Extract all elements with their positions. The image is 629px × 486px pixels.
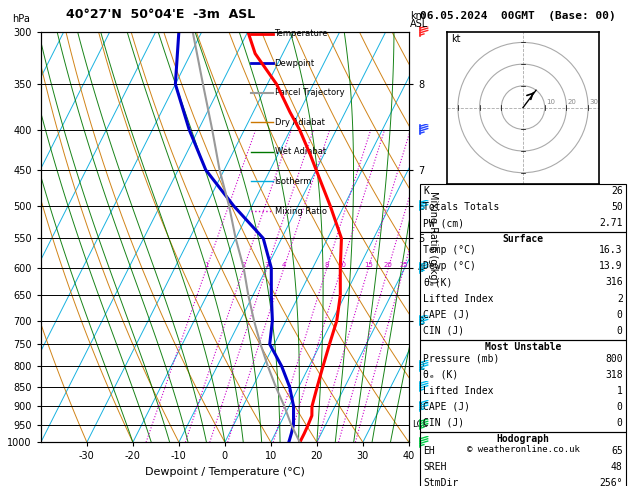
Text: 10: 10 (337, 262, 346, 268)
Text: Hodograph: Hodograph (496, 434, 550, 444)
Text: LCL: LCL (413, 420, 428, 429)
Text: Pressure (mb): Pressure (mb) (423, 354, 499, 364)
Text: 65: 65 (611, 446, 623, 456)
Text: SREH: SREH (423, 462, 447, 472)
Text: ASL: ASL (410, 19, 428, 29)
Text: Dewp (°C): Dewp (°C) (423, 261, 476, 272)
Text: CAPE (J): CAPE (J) (423, 310, 470, 320)
Text: 48: 48 (611, 462, 623, 472)
Text: 16.3: 16.3 (599, 245, 623, 256)
Text: km: km (410, 11, 425, 21)
Text: Most Unstable: Most Unstable (485, 342, 561, 352)
Text: 0: 0 (617, 402, 623, 412)
Text: 26: 26 (611, 186, 623, 196)
Text: 30: 30 (589, 99, 598, 105)
Text: 0: 0 (617, 418, 623, 428)
Text: 15: 15 (364, 262, 373, 268)
Text: 3: 3 (265, 262, 269, 268)
Text: 2.71: 2.71 (599, 218, 623, 228)
Text: K: K (423, 186, 429, 196)
Text: Wet Adiabat: Wet Adiabat (274, 147, 326, 156)
Text: 1: 1 (617, 386, 623, 396)
Text: 2: 2 (242, 262, 246, 268)
X-axis label: Dewpoint / Temperature (°C): Dewpoint / Temperature (°C) (145, 467, 305, 477)
Y-axis label: Mixing Ratio (g/kg): Mixing Ratio (g/kg) (428, 191, 438, 283)
Text: Totals Totals: Totals Totals (423, 202, 499, 212)
Text: Mixing Ratio: Mixing Ratio (274, 207, 326, 216)
Text: Surface: Surface (503, 234, 543, 243)
Text: Temperature: Temperature (274, 29, 328, 38)
Text: Parcel Trajectory: Parcel Trajectory (274, 88, 344, 97)
Text: Lifted Index: Lifted Index (423, 294, 494, 304)
Text: Isotherm: Isotherm (274, 177, 312, 186)
Text: 256°: 256° (599, 478, 623, 486)
Text: CAPE (J): CAPE (J) (423, 402, 470, 412)
Text: Dry Adiabat: Dry Adiabat (274, 118, 325, 127)
Text: 2: 2 (617, 294, 623, 304)
Text: 0: 0 (617, 310, 623, 320)
Text: EH: EH (423, 446, 435, 456)
Text: 316: 316 (605, 278, 623, 288)
Text: 20: 20 (567, 99, 576, 105)
Text: 10: 10 (546, 99, 555, 105)
Text: 4: 4 (282, 262, 286, 268)
Text: θₑ (K): θₑ (K) (423, 370, 459, 380)
Text: 8: 8 (325, 262, 329, 268)
Text: 40°27'N  50°04'E  -3m  ASL: 40°27'N 50°04'E -3m ASL (66, 8, 255, 21)
Text: 318: 318 (605, 370, 623, 380)
Text: Temp (°C): Temp (°C) (423, 245, 476, 256)
Text: 20: 20 (384, 262, 392, 268)
Text: CIN (J): CIN (J) (423, 418, 464, 428)
Text: Lifted Index: Lifted Index (423, 386, 494, 396)
Text: kt: kt (452, 35, 461, 44)
Text: PW (cm): PW (cm) (423, 218, 464, 228)
Text: 06.05.2024  00GMT  (Base: 00): 06.05.2024 00GMT (Base: 00) (420, 11, 616, 21)
Text: © weatheronline.co.uk: © weatheronline.co.uk (467, 445, 579, 454)
Text: 25: 25 (399, 262, 408, 268)
Text: hPa: hPa (13, 14, 30, 24)
Text: 800: 800 (605, 354, 623, 364)
Text: 13.9: 13.9 (599, 261, 623, 272)
Text: Dewpoint: Dewpoint (274, 59, 314, 68)
Text: 1: 1 (204, 262, 209, 268)
Text: CIN (J): CIN (J) (423, 326, 464, 336)
Text: 0: 0 (617, 326, 623, 336)
Text: 50: 50 (611, 202, 623, 212)
Text: θₑ(K): θₑ(K) (423, 278, 453, 288)
Text: StmDir: StmDir (423, 478, 459, 486)
